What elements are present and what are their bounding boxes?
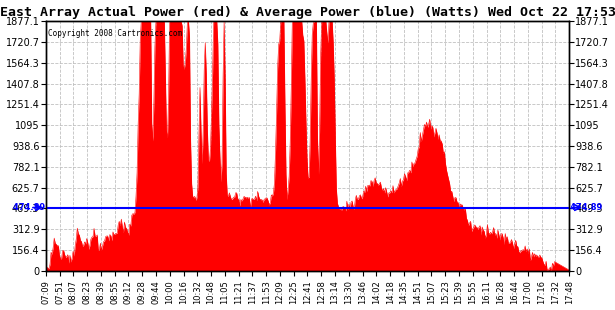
Title: East Array Actual Power (red) & Average Power (blue) (Watts) Wed Oct 22 17:53: East Array Actual Power (red) & Average … xyxy=(0,6,615,19)
Text: 474.89: 474.89 xyxy=(10,203,46,212)
Text: 474.89: 474.89 xyxy=(569,203,605,212)
Text: Copyright 2008 Cartronics.com: Copyright 2008 Cartronics.com xyxy=(49,29,183,38)
